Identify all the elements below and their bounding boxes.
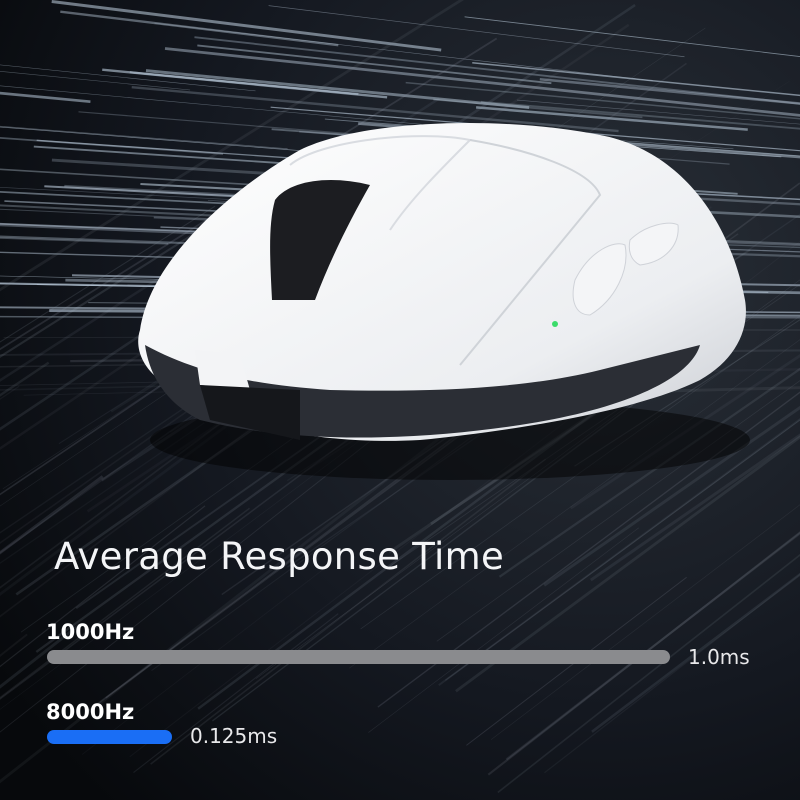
speed-streak bbox=[505, 531, 800, 761]
speed-streak bbox=[145, 69, 530, 110]
speed-streak bbox=[60, 10, 339, 47]
speed-streak bbox=[539, 77, 800, 105]
speed-streak bbox=[574, 319, 800, 467]
speed-streak bbox=[497, 553, 800, 794]
speed-streak bbox=[464, 16, 800, 57]
speed-streak bbox=[194, 36, 800, 105]
speed-streak bbox=[150, 458, 547, 765]
speed-streak bbox=[0, 125, 288, 150]
speed-streak bbox=[589, 433, 800, 582]
speed-streak bbox=[544, 573, 800, 774]
speed-streak bbox=[268, 5, 685, 58]
speed-streak bbox=[102, 68, 388, 99]
speed-streak bbox=[487, 531, 800, 776]
chart-title: Average Response Time bbox=[54, 535, 505, 578]
speed-streak bbox=[436, 380, 800, 642]
speed-streak bbox=[377, 391, 800, 708]
speed-streak bbox=[433, 98, 643, 119]
speed-streak bbox=[0, 85, 422, 125]
speed-streak bbox=[438, 418, 800, 686]
speed-streak bbox=[0, 91, 91, 104]
speed-streak bbox=[591, 572, 800, 733]
speed-streak bbox=[51, 0, 442, 52]
speed-streak bbox=[0, 505, 206, 668]
speed-streak bbox=[133, 613, 339, 773]
category-label-1000hz: 1000Hz bbox=[46, 620, 135, 644]
speed-streak bbox=[516, 99, 800, 125]
speed-streak bbox=[0, 475, 104, 555]
speed-streak bbox=[0, 623, 81, 689]
status-led-icon bbox=[552, 321, 558, 327]
speed-streak bbox=[480, 100, 800, 130]
speed-streak bbox=[368, 527, 639, 733]
speed-streak bbox=[0, 507, 251, 699]
bar-8000hz bbox=[47, 730, 172, 744]
speed-streak bbox=[543, 405, 800, 587]
speed-streak bbox=[476, 106, 748, 131]
value-label-1000hz: 1.0ms bbox=[688, 645, 750, 669]
speed-streak bbox=[0, 71, 191, 91]
speed-streak bbox=[445, 419, 800, 681]
speed-streak bbox=[0, 235, 206, 245]
speed-streak bbox=[197, 44, 552, 85]
speed-streak bbox=[472, 61, 800, 97]
speed-streak bbox=[569, 354, 800, 510]
speed-streak bbox=[0, 361, 50, 397]
speed-streak bbox=[0, 136, 224, 155]
speed-streak bbox=[0, 205, 216, 343]
speed-streak bbox=[0, 237, 169, 245]
bar-1000hz bbox=[47, 650, 670, 664]
category-label-8000hz: 8000Hz bbox=[46, 700, 135, 724]
speed-streak bbox=[490, 504, 800, 740]
speed-streak bbox=[154, 22, 653, 82]
speed-streak bbox=[131, 86, 619, 133]
speed-streak bbox=[0, 64, 256, 92]
value-label-8000hz: 0.125ms bbox=[190, 724, 278, 748]
speed-streak bbox=[0, 0, 465, 292]
speed-streak bbox=[455, 435, 800, 693]
speed-streak bbox=[405, 81, 800, 120]
speed-streak bbox=[164, 47, 800, 117]
